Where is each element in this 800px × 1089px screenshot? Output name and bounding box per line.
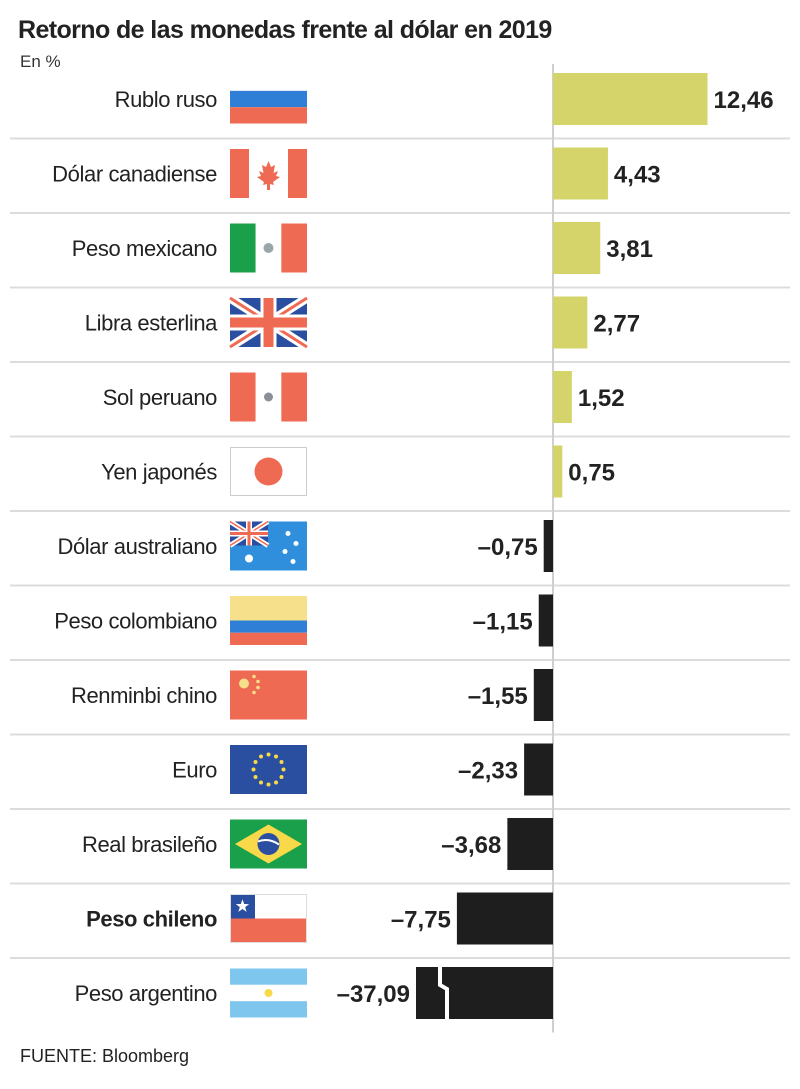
category-label: Sol peruano [103, 385, 217, 410]
eu-flag-icon [230, 745, 307, 794]
value-label: –0,75 [478, 534, 538, 561]
colombia-flag-icon [230, 596, 307, 645]
category-label: Peso chileno [86, 907, 217, 932]
bar [553, 371, 572, 423]
bar [553, 73, 708, 125]
value-label: –1,15 [473, 609, 533, 636]
brazil-flag-icon [230, 819, 307, 869]
value-label: –1,55 [468, 683, 528, 710]
canada-flag-icon [230, 149, 307, 198]
category-label: Dólar canadiense [52, 162, 217, 187]
category-label: Peso argentino [75, 981, 218, 1006]
bar [524, 743, 553, 796]
japan-flag-icon [230, 447, 307, 496]
bar [416, 967, 553, 1019]
value-label: 3,81 [606, 236, 653, 263]
bar [553, 296, 588, 349]
uk-flag-icon [227, 294, 310, 351]
china-flag-icon [230, 670, 307, 720]
bar [456, 892, 553, 945]
bar [553, 147, 608, 200]
category-label: Peso mexicano [72, 236, 217, 261]
value-label: 2,77 [593, 311, 640, 338]
category-label: Libra esterlina [85, 311, 218, 336]
peru-flag-icon [230, 372, 307, 422]
category-label: Peso colombiano [54, 609, 217, 634]
category-label: Dólar australiano [57, 534, 217, 559]
bar [507, 818, 553, 870]
value-label: –37,09 [337, 981, 410, 1008]
value-label: 0,75 [568, 460, 615, 487]
bar [553, 445, 563, 498]
bar [543, 520, 553, 572]
bar [533, 669, 553, 721]
category-label: Real brasileño [82, 832, 217, 857]
value-label: –3,68 [441, 832, 501, 859]
chart-subtitle: En % [20, 52, 61, 71]
category-label: Euro [172, 758, 217, 783]
australia-flag-icon [228, 519, 307, 571]
chile-flag-icon [230, 894, 307, 943]
value-label: 12,46 [714, 87, 774, 114]
bar [553, 222, 601, 274]
category-label: Renminbi chino [71, 683, 217, 708]
source-note: FUENTE: Bloomberg [20, 1046, 190, 1066]
value-label: –7,75 [391, 907, 451, 934]
mexico-flag-icon [230, 223, 307, 273]
bar [538, 594, 553, 647]
russia-flag-icon [230, 74, 307, 124]
value-label: –2,33 [458, 758, 518, 785]
chart-title: Retorno de las monedas frente al dólar e… [18, 16, 552, 44]
value-label: 1,52 [578, 385, 625, 412]
argentina-flag-icon [230, 968, 307, 1018]
category-label: Yen japonés [101, 460, 217, 485]
category-label: Rublo ruso [115, 87, 218, 112]
value-label: 4,43 [614, 162, 661, 189]
